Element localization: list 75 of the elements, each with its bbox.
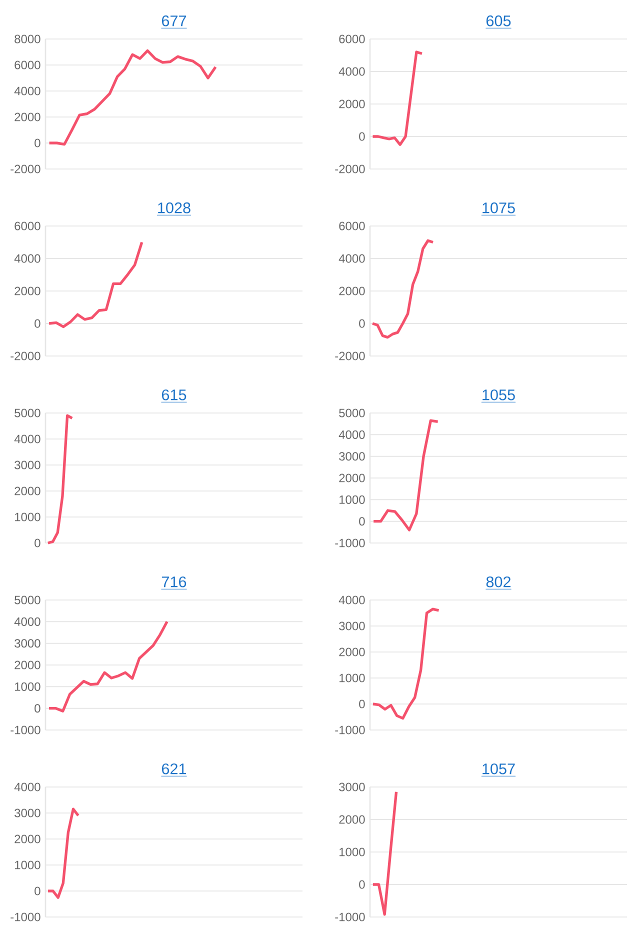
y-tick-label: 3000: [339, 622, 365, 630]
y-tick-label: 0: [34, 319, 40, 328]
y-tick-label: 1000: [340, 495, 365, 504]
line-series: [46, 808, 80, 899]
y-tick-label: 4000: [14, 782, 40, 792]
y-tick-label: 6000: [339, 222, 365, 230]
y-tick-label: 0: [359, 132, 365, 141]
y-tick-label: 2000: [14, 112, 40, 122]
y-tick-label: -2000: [10, 352, 40, 360]
y-tick-label: 1000: [340, 674, 365, 682]
chart-title: 677: [162, 15, 186, 26]
chart-title: 802: [486, 576, 511, 588]
y-tick-label: 2000: [14, 286, 40, 296]
y-tick-label: 4000: [14, 617, 40, 626]
y-tick-label: -1000: [335, 726, 365, 734]
y-tick-label: 2000: [339, 815, 365, 824]
y-tick-label: 4000: [14, 254, 40, 263]
y-tick-label: 5000: [14, 596, 40, 604]
y-tick-label: 4000: [338, 254, 365, 263]
y-tick-label: 6000: [14, 60, 40, 70]
line-series: [372, 419, 440, 532]
line-series: [372, 608, 440, 720]
chart-title: 605: [486, 15, 511, 26]
y-tick-label: 3000: [14, 460, 40, 470]
y-tick-label: 2000: [339, 648, 365, 656]
chart-title: 716: [162, 576, 186, 588]
y-tick-label: 2000: [339, 100, 365, 108]
y-tick-label: 5000: [14, 408, 40, 418]
y-tick-label: 1000: [340, 848, 365, 856]
chart-title: 615: [162, 389, 186, 400]
y-tick-label: 0: [359, 880, 365, 889]
line-series: [371, 239, 434, 339]
y-tick-label: 3000: [339, 452, 365, 461]
y-tick-label: 0: [359, 319, 365, 328]
y-tick-label: -1000: [335, 538, 365, 548]
y-tick-label: 0: [359, 700, 365, 708]
y-tick-label: 0: [34, 704, 40, 713]
chart-title: 1055: [482, 389, 515, 400]
y-tick-label: 1000: [15, 860, 40, 870]
y-tick-label: 4000: [338, 596, 365, 604]
chart-title: 1057: [482, 763, 515, 774]
line-series: [372, 790, 398, 916]
y-tick-label: 4000: [14, 86, 40, 96]
y-tick-label: 1000: [15, 512, 40, 522]
y-tick-label: 4000: [338, 430, 365, 439]
y-tick-label: 3000: [14, 639, 40, 648]
y-tick-label: 2000: [339, 286, 365, 296]
line-series: [48, 620, 168, 712]
chart-title: 1028: [158, 202, 190, 214]
y-tick-label: 0: [359, 517, 365, 526]
y-tick-label: 6000: [339, 34, 365, 44]
y-tick-label: -1000: [10, 912, 40, 922]
y-tick-label: -2000: [10, 164, 40, 174]
y-tick-label: 4000: [338, 67, 365, 76]
y-tick-label: 2000: [14, 486, 40, 496]
y-tick-label: -2000: [335, 164, 365, 174]
y-tick-label: 4000: [14, 434, 40, 444]
y-tick-label: -1000: [335, 912, 365, 922]
y-tick-label: -1000: [10, 726, 40, 734]
y-tick-label: 0: [34, 138, 40, 148]
y-tick-label: 6000: [14, 222, 40, 230]
y-tick-label: 0: [34, 886, 40, 896]
y-tick-label: 3000: [339, 782, 365, 792]
y-tick-label: 5000: [339, 408, 365, 418]
y-tick-label: 2000: [339, 474, 365, 482]
y-tick-label: 2000: [14, 834, 40, 844]
y-tick-label: -2000: [335, 352, 365, 360]
y-tick-label: 8000: [14, 34, 40, 44]
line-series: [48, 240, 144, 328]
chart-title: 621: [162, 763, 186, 774]
y-tick-label: 3000: [14, 808, 40, 818]
chart-title: 1075: [482, 202, 515, 214]
y-tick-label: 2000: [14, 660, 40, 670]
y-tick-label: 1000: [15, 682, 40, 691]
y-tick-label: 0: [34, 538, 40, 548]
